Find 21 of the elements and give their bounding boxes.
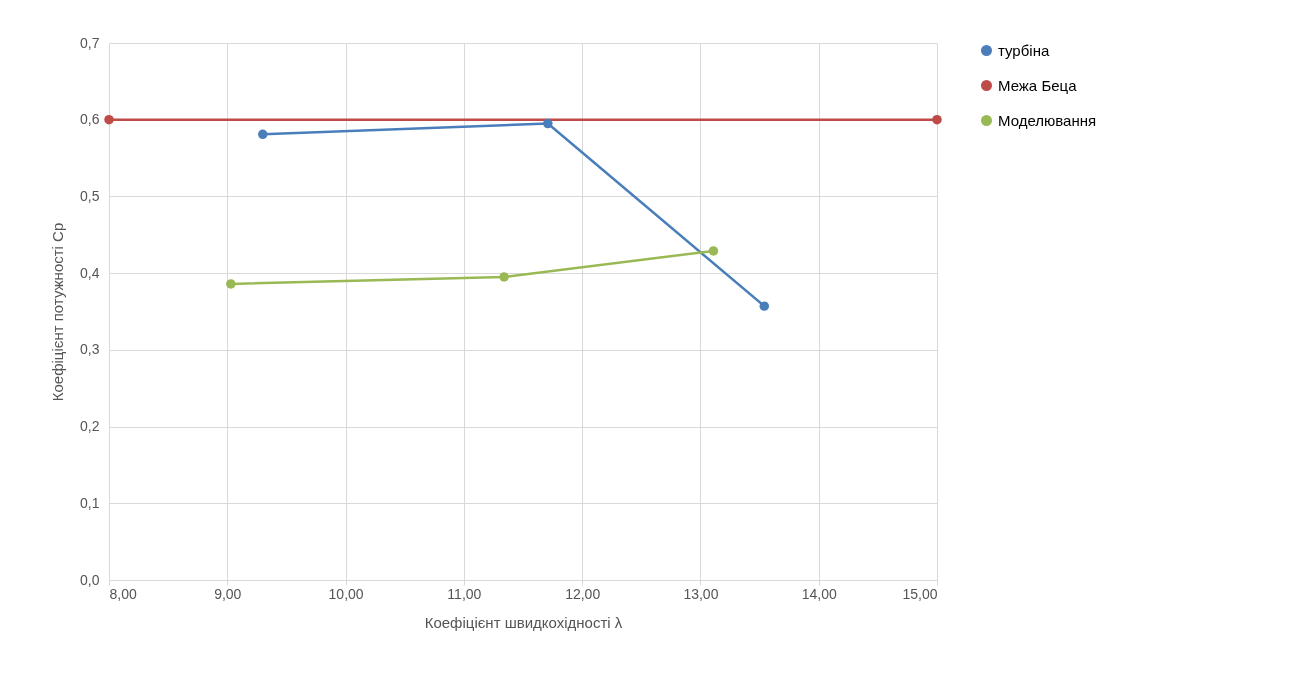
- x-tick-label: 15,00: [902, 585, 938, 602]
- x-tick-label: 8,00: [109, 585, 137, 602]
- x-tick-label: 12,00: [565, 585, 601, 602]
- y-tick-label: 0,0: [80, 571, 100, 588]
- y-tick-label: 0,5: [80, 187, 100, 204]
- y-tick-label: 0,1: [80, 494, 100, 511]
- x-tick-label: 9,00: [214, 585, 242, 602]
- x-axis-title: Коефіцієнт швидкохідності λ: [424, 613, 623, 631]
- x-tick-label: 10,00: [328, 585, 364, 602]
- y-tick-label: 0,3: [80, 341, 100, 358]
- x-tick-label: 14,00: [801, 585, 837, 602]
- x-tick-label: 11,00: [447, 585, 482, 602]
- y-tick-label: 0,2: [80, 418, 100, 435]
- y-tick-label: 0,4: [80, 264, 100, 281]
- legend-label: Моделювання: [998, 111, 1097, 129]
- y-tick-label: 0,7: [80, 34, 100, 51]
- y-axis-title: Коефіцієнт потужності Cp: [49, 222, 67, 402]
- legend-label: Межа Беца: [998, 76, 1078, 94]
- y-tick-label: 0,6: [80, 111, 100, 128]
- x-tick-label: 13,00: [683, 585, 719, 602]
- legend-label: турбіна: [998, 41, 1050, 59]
